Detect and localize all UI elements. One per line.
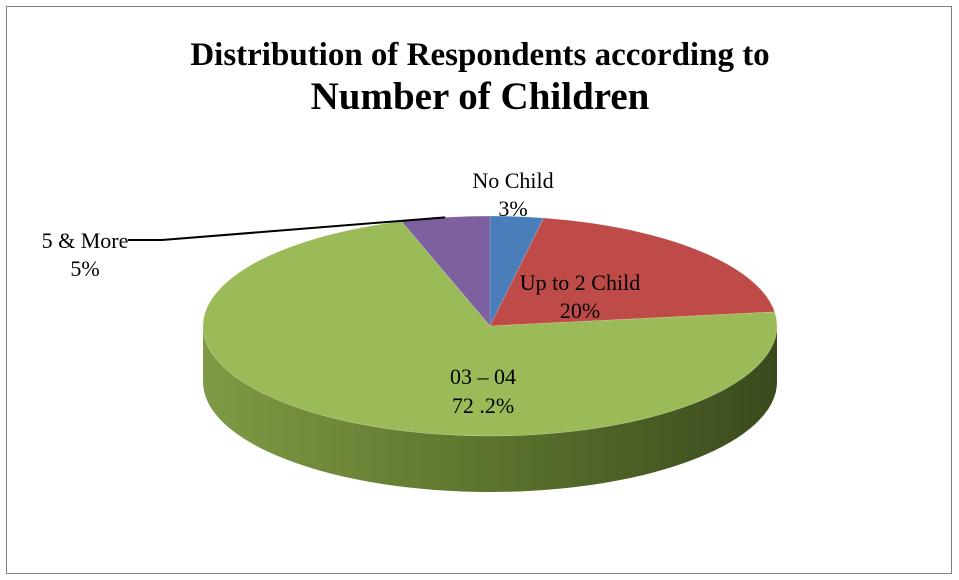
slice-label-up-to-2-child: Up to 2 Child [520,270,640,295]
pie-slice-03-04 [202,221,778,437]
chart-title-line-1: Distribution of Respondents according to [190,37,770,73]
pie-leader-lines [128,216,446,241]
pie-slice-no-child [489,215,545,327]
pie-slice-up-to-2-child [489,217,776,327]
slice-value-03-04: 72 .2% [452,393,514,418]
chart-title: Distribution of Respondents according to… [7,37,953,120]
slice-value-no-child: 3% [498,196,527,221]
pie-tops [202,215,778,437]
slice-value-5-more: 5% [70,256,99,281]
slice-label-5-more: 5 & More [42,228,129,253]
slice-label-03-04: 03 – 04 [450,364,516,389]
slice-label-no-child: No Child [472,168,553,193]
pie-side-03-04 [203,326,777,492]
pie-labels: No Child 3% Up to 2 Child 20% 03 – 04 72 .2% 5… [42,168,641,418]
leader-line-5-more [128,216,446,241]
pie-sides [203,326,777,492]
chart-title-line-2: Number of Children [310,74,650,118]
slice-value-up-to-2-child: 20% [560,298,600,323]
